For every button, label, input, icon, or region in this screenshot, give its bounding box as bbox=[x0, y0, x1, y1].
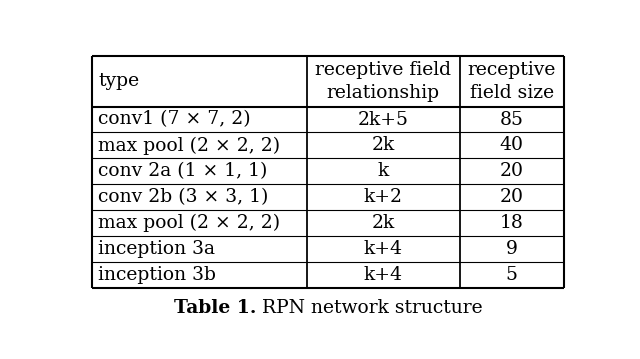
Text: 20: 20 bbox=[500, 162, 524, 180]
Text: Table 1.: Table 1. bbox=[173, 299, 256, 317]
Text: 85: 85 bbox=[500, 111, 524, 129]
Text: conv 2a (1 × 1, 1): conv 2a (1 × 1, 1) bbox=[99, 162, 268, 180]
Text: receptive field
relationship: receptive field relationship bbox=[316, 61, 451, 102]
Text: 2k: 2k bbox=[372, 136, 395, 154]
Text: inception 3a: inception 3a bbox=[99, 240, 215, 258]
Text: k+4: k+4 bbox=[364, 240, 403, 258]
Text: inception 3b: inception 3b bbox=[99, 266, 216, 284]
Text: max pool (2 × 2, 2): max pool (2 × 2, 2) bbox=[99, 136, 280, 154]
Text: 40: 40 bbox=[500, 136, 524, 154]
Text: 9: 9 bbox=[506, 240, 518, 258]
Text: k+4: k+4 bbox=[364, 266, 403, 284]
Text: type: type bbox=[99, 72, 140, 90]
Text: k: k bbox=[378, 162, 389, 180]
Text: k+2: k+2 bbox=[364, 188, 403, 206]
Text: conv 2b (3 × 3, 1): conv 2b (3 × 3, 1) bbox=[99, 188, 269, 206]
Text: 2k: 2k bbox=[372, 214, 395, 232]
Text: RPN network structure: RPN network structure bbox=[256, 299, 483, 317]
Text: receptive
field size: receptive field size bbox=[468, 61, 556, 102]
Text: 18: 18 bbox=[500, 214, 524, 232]
Text: conv1 (7 × 7, 2): conv1 (7 × 7, 2) bbox=[99, 111, 251, 129]
Text: 20: 20 bbox=[500, 188, 524, 206]
Text: max pool (2 × 2, 2): max pool (2 × 2, 2) bbox=[99, 214, 280, 232]
Text: 5: 5 bbox=[506, 266, 518, 284]
Text: 2k+5: 2k+5 bbox=[358, 111, 409, 129]
